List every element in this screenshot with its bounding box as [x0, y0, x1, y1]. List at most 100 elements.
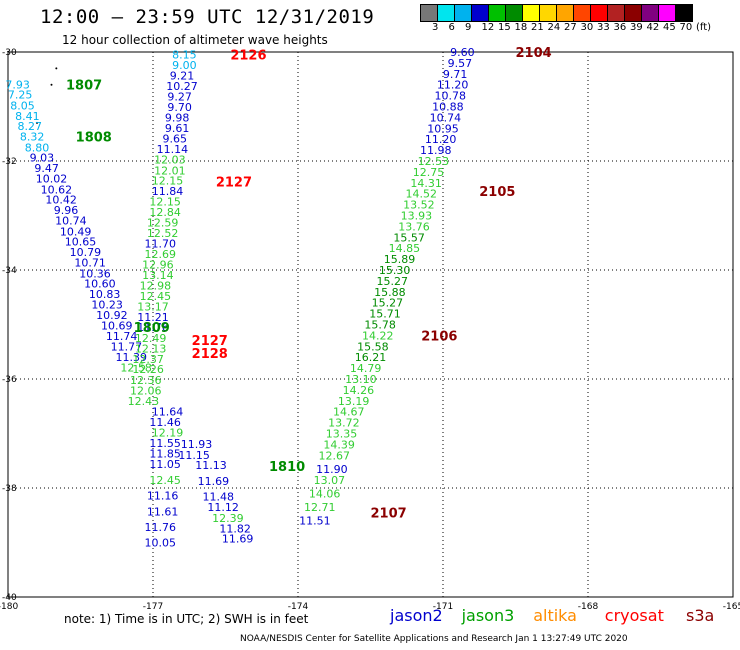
scale-label: 42	[646, 22, 660, 33]
wave-height-label: 10.74	[55, 214, 87, 227]
scale-label: 24	[547, 22, 561, 33]
land-dot	[50, 83, 53, 86]
y-tick-label: -32	[2, 157, 17, 167]
wave-height-label: 12.06	[130, 384, 162, 397]
wave-height-label: 12.53	[418, 155, 450, 168]
wave-height-label: 9.60	[450, 46, 475, 59]
pass-time-label: 1807	[66, 79, 102, 94]
wave-height-label: 13.19	[338, 395, 370, 408]
pass-time-label: 1809	[134, 321, 170, 336]
wave-height-label: 11.05	[149, 458, 181, 471]
y-tick-label: -36	[2, 375, 17, 385]
wave-height-label: 14.22	[362, 329, 394, 342]
wave-height-label: 10.92	[96, 309, 128, 322]
wave-height-label: 9.27	[167, 91, 192, 104]
scale-label: 9	[465, 22, 472, 33]
wave-height-label: 11.85	[149, 448, 181, 461]
wave-height-label: 14.85	[389, 242, 421, 255]
y-tick-label: -38	[2, 484, 17, 494]
wave-height-label: 10.36	[79, 267, 111, 280]
wave-height-label: 11.46	[149, 416, 181, 429]
wave-height-label: 12.52	[147, 227, 179, 240]
wave-height-label: 12.45	[140, 290, 172, 303]
scale-label: 45	[663, 22, 676, 33]
wave-height-label: 14.52	[406, 188, 438, 201]
pass-time-label: 2106	[421, 329, 457, 344]
map-title: 12:00 — 23:59 UTC 12/31/2019	[40, 6, 375, 28]
wave-height-label: 8.41	[15, 110, 40, 123]
wave-height-label: 13.72	[328, 417, 360, 430]
legend-altika: altika	[533, 606, 577, 625]
scale-label: 36	[613, 22, 627, 33]
wave-height-label: 15.30	[379, 264, 411, 277]
wave-height-label: 11.98	[420, 144, 452, 157]
wave-height-label: 12.58	[120, 362, 152, 375]
wave-height-label: 11.14	[157, 143, 189, 156]
wave-height-label: 15.58	[357, 340, 389, 353]
wave-height-label: 11.84	[152, 185, 184, 198]
pass-time-label: 1808	[76, 130, 112, 145]
wave-height-label: 15.27	[377, 275, 409, 288]
wave-height-label: 10.88	[432, 101, 464, 114]
pass-time-label: 2104	[516, 46, 552, 61]
pass-time-label: 2105	[479, 185, 515, 200]
wave-height-label: 8.15	[172, 49, 197, 62]
wave-height-label: 10.69	[101, 320, 133, 333]
wave-height-label: 13.52	[403, 199, 435, 212]
wave-height-label: 11.21	[137, 311, 169, 324]
pass-time-label: 2127	[192, 334, 228, 349]
wave-height-label: 11.13	[195, 459, 227, 472]
wave-height-label: 12.03	[154, 153, 186, 166]
wave-height-label: 12.39	[212, 512, 244, 525]
wave-height-label: 7.25	[8, 89, 33, 102]
land-dot	[55, 67, 58, 70]
scale-label: 12	[481, 22, 495, 33]
legend-jason3: jason3	[461, 606, 515, 625]
wave-height-label: 15.88	[374, 286, 406, 299]
wave-height-label: 8.80	[25, 141, 50, 154]
wave-height-label: 11.69	[198, 475, 230, 488]
scale-label: 33	[597, 22, 610, 33]
wave-height-label: 11.20	[437, 79, 469, 92]
wave-height-label: 11.55	[149, 437, 181, 450]
wave-height-label: 14.31	[410, 177, 442, 190]
wave-height-label: 12.15	[152, 175, 184, 188]
wave-height-label: 9.98	[165, 111, 190, 124]
scale-label: 39	[630, 22, 643, 33]
wave-height-label: 9.70	[167, 101, 192, 114]
color-scale	[420, 4, 693, 22]
wave-height-label: 14.26	[343, 384, 375, 397]
wave-height-label: 12.49	[135, 332, 167, 345]
wave-height-label: 12.45	[149, 474, 181, 487]
scale-label: 18	[514, 22, 528, 33]
scale-label: 30	[580, 22, 594, 33]
wave-height-label: 16.21	[355, 351, 387, 364]
wave-height-label: 10.74	[430, 111, 462, 124]
map-frame	[7, 51, 734, 598]
wave-height-label: 12.15	[149, 195, 181, 208]
wave-height-label: 13.07	[314, 474, 346, 487]
wave-height-label: 10.49	[60, 225, 92, 238]
x-tick-label: -180	[0, 602, 18, 612]
wave-height-label: 11.12	[207, 501, 239, 514]
wave-height-label: 15.78	[364, 319, 396, 332]
wave-height-label: 11.48	[203, 491, 235, 504]
wave-height-label: 10.23	[91, 298, 123, 311]
wave-height-label: 11.70	[145, 237, 177, 250]
wave-height-label: 14.79	[350, 362, 382, 375]
wave-height-label: 11.69	[222, 533, 254, 546]
pass-time-label: 2128	[192, 347, 228, 362]
wave-height-label: 12.59	[147, 217, 179, 230]
scale-label: (ft)	[696, 22, 712, 33]
land-dot	[36, 121, 38, 124]
wave-height-label: 12.13	[135, 342, 167, 355]
wave-height-label: 7.93	[5, 79, 30, 92]
y-tick-label: -40	[2, 593, 17, 603]
wave-height-label: 9.71	[443, 68, 468, 81]
x-tick-label: -165	[723, 602, 740, 612]
wave-height-label: 10.79	[70, 246, 102, 259]
wave-height-label: 9.47	[34, 162, 59, 175]
wave-height-label: 10.65	[65, 236, 97, 249]
